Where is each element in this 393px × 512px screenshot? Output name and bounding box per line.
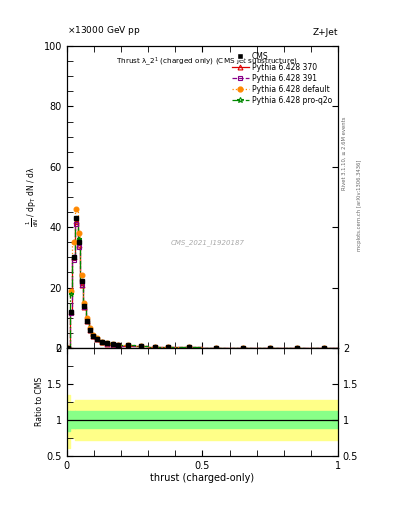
Text: Thrust $\lambda\_2^1$ (charged only) (CMS jet substructure): Thrust $\lambda\_2^1$ (charged only) (CM… [116,55,298,68]
Text: mcplots.cern.ch [arXiv:1306.3436]: mcplots.cern.ch [arXiv:1306.3436] [357,159,362,250]
Text: CMS_2021_I1920187: CMS_2021_I1920187 [171,239,245,246]
Text: Z+Jet: Z+Jet [312,28,338,37]
X-axis label: thrust (charged-only): thrust (charged-only) [151,473,254,483]
Legend: CMS, Pythia 6.428 370, Pythia 6.428 391, Pythia 6.428 default, Pythia 6.428 pro-: CMS, Pythia 6.428 370, Pythia 6.428 391,… [230,50,334,107]
Y-axis label: Ratio to CMS: Ratio to CMS [35,377,44,426]
Text: Rivet 3.1.10, ≥ 2.6M events: Rivet 3.1.10, ≥ 2.6M events [342,117,346,190]
Text: $\times$13000 GeV pp: $\times$13000 GeV pp [67,24,140,37]
Y-axis label: $\frac{1}{\mathrm{d}N}$ / $\mathrm{d}p_\mathrm{T}$ $\mathrm{d}N$ / $\mathrm{d}\l: $\frac{1}{\mathrm{d}N}$ / $\mathrm{d}p_\… [25,167,41,227]
